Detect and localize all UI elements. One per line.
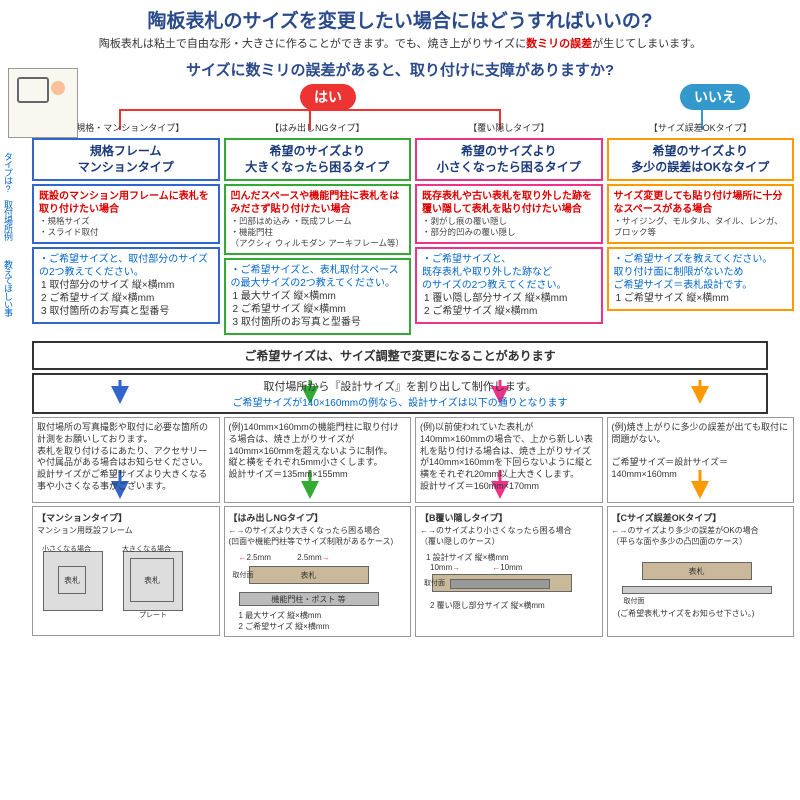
ask-items-4: 1 ご希望サイズ 縦×横mm bbox=[614, 292, 788, 305]
yes-no-row: はい いいえ bbox=[0, 84, 800, 120]
loc-items-2: ・凹部はめ込み ・既成フレーム ・機能門柱 （アクシィ ウィルモダン アーキフレ… bbox=[231, 216, 405, 249]
side-label-3: 教えてほしい事 bbox=[2, 260, 15, 316]
desc-1: 取付場所の写真撮影や取付に必要な箇所の計測をお願いしております。 表札を取り付け… bbox=[32, 417, 220, 503]
subtitle-a: 陶板表札は粘土で自由な形・大きさに作ることができます。でも、焼き上がりサイズに bbox=[99, 38, 526, 50]
ask-2: ・ご希望サイズと、表札取付スペースの最大サイズの2つ教えてください。1 最大サイ… bbox=[224, 258, 412, 335]
diag-sub-4: ←→のサイズより多少の誤差がOKの場合 （平らな面や多少の凸凹面のケース） bbox=[612, 524, 790, 548]
ask-title-4: ・ご希望サイズを教えてください。 取り付け面に制限がないため ご希望サイズ＝表札… bbox=[614, 253, 788, 292]
loc-4: サイズ変更しても貼り付け場所に十分なスペースがある場合・サイジング、モルタル、タ… bbox=[607, 184, 795, 244]
diag-4: 【Cサイズ誤差OKタイプ】 ←→のサイズより多少の誤差がOKの場合 （平らな面や… bbox=[607, 506, 795, 637]
loc-title-4: サイズ変更しても貼り付け場所に十分なスペースがある場合 bbox=[614, 190, 788, 216]
loc-items-1: ・規格サイズ ・スライド取付 bbox=[39, 216, 213, 238]
dcol-1: 取付場所の写真撮影や取付に必要な箇所の計測をお願いしております。 表札を取り付け… bbox=[32, 417, 220, 637]
ask-title-2: ・ご希望サイズと、表札取付スペースの最大サイズの2つ教えてください。 bbox=[231, 264, 405, 290]
type-name-1: 規格フレーム マンションタイプ bbox=[32, 138, 220, 181]
diag-title-4: 【Cサイズ誤差OKタイプ】 bbox=[612, 511, 790, 524]
subtitle: 陶板表札は粘土で自由な形・大きさに作ることができます。でも、焼き上がりサイズに数… bbox=[0, 35, 800, 57]
desc-columns: 取付場所の写真撮影や取付に必要な箇所の計測をお願いしております。 表札を取り付け… bbox=[0, 417, 800, 637]
ask-1: ・ご希望サイズと、取付部分のサイズの2つ教えてください。1 取付部分のサイズ 縦… bbox=[32, 247, 220, 324]
type-name-2: 希望のサイズより 大きくなったら困るタイプ bbox=[224, 138, 412, 181]
mid-bar-2: 取付場所から『設計サイズ』を割り出して制作します。 ご希望サイズが140×160… bbox=[32, 373, 768, 414]
col-1: 【規格・マンションタイプ】 規格フレーム マンションタイプ 既設のマンション用フ… bbox=[32, 120, 220, 335]
loc-title-2: 凹んだスペースや機能門柱に表札をはみださず貼り付けたい場合 bbox=[231, 190, 405, 216]
loc-title-1: 既設のマンション用フレームに表札を取り付けたい場合 bbox=[39, 190, 213, 216]
col-2: 【はみ出しNGタイプ】 希望のサイズより 大きくなったら困るタイプ 凹んだスペー… bbox=[224, 120, 412, 335]
diag-3: 【B覆い隠しタイプ】 ←→のサイズより小さくなったら困る場合 （覆い隠しのケース… bbox=[415, 506, 603, 637]
diag-title-2: 【はみ出しNGタイプ】 bbox=[229, 511, 407, 524]
type-name-3: 希望のサイズより 小さくなったら困るタイプ bbox=[415, 138, 603, 181]
loc-items-4: ・サイジング、モルタル、タイル、レンガ、ブロック等 bbox=[614, 216, 788, 238]
main-title: 陶板表札のサイズを変更したい場合にはどうすればいいの? bbox=[0, 0, 800, 35]
dcol-3: (例)以前使われていた表札が140mm×160mmの場合で、上から新しい表札を貼… bbox=[415, 417, 603, 637]
yes-pill: はい bbox=[300, 84, 356, 110]
diag-sub-2: ←→のサイズより大きくなったら困る場合 (凹面や機能門柱等でサイズ制限があるケー… bbox=[229, 524, 407, 548]
loc-items-3: ・剥がし痕の覆い隠し ・部分的凹みの覆い隠し bbox=[422, 216, 596, 238]
no-pill: いいえ bbox=[680, 84, 750, 110]
ask-3: ・ご希望サイズと、 既存表札や取り外した跡など のサイズの2つ教えてください。1… bbox=[415, 247, 603, 324]
diag-2: 【はみ出しNGタイプ】 ←→のサイズより大きくなったら困る場合 (凹面や機能門柱… bbox=[224, 506, 412, 637]
ask-title-3: ・ご希望サイズと、 既存表札や取り外した跡など のサイズの2つ教えてください。 bbox=[422, 253, 596, 292]
loc-title-3: 既存表札や古い表札を取り外した跡を覆い隠して表札を貼り付けたい場合 bbox=[422, 190, 596, 216]
mid-bar-1: ご希望サイズは、サイズ調整で変更になることがあります bbox=[32, 341, 768, 370]
diag-sub-1: マンション用既設フレーム bbox=[37, 524, 215, 537]
diag-title-1: 【マンションタイプ】 bbox=[37, 511, 215, 524]
col-4: 【サイズ誤差OKタイプ】 希望のサイズより 多少の誤差はOKなタイプ サイズ変更… bbox=[607, 120, 795, 335]
question: サイズに数ミリの誤差があると、取り付けに支障がありますか? bbox=[0, 57, 800, 84]
tag-4: 【サイズ誤差OKタイプ】 bbox=[607, 120, 795, 135]
type-name-4: 希望のサイズより 多少の誤差はOKなタイプ bbox=[607, 138, 795, 181]
frame-diag-4: 表札 取付面 (ご希望表札サイズをお知らせ下さい。) bbox=[612, 552, 790, 632]
mid2b: ご希望サイズが140×160mmの例なら、設計サイズは以下の通りとなります bbox=[37, 394, 763, 409]
diag-sub-3: ←→のサイズより小さくなったら困る場合 （覆い隠しのケース） bbox=[420, 524, 598, 548]
type-columns: 【規格・マンションタイプ】 規格フレーム マンションタイプ 既設のマンション用フ… bbox=[0, 120, 800, 335]
side-label-2: 取付場所例 bbox=[2, 200, 15, 240]
tag-3: 【覆い隠しタイプ】 bbox=[415, 120, 603, 135]
diag-title-3: 【B覆い隠しタイプ】 bbox=[420, 511, 598, 524]
tag-2: 【はみ出しNGタイプ】 bbox=[224, 120, 412, 135]
frame-diag-3: 1 設計サイズ 縦×横mm 10mm→ ←10mm 表札 取付面 2 覆い隠し部… bbox=[420, 552, 598, 632]
mid2a: 取付場所から『設計サイズ』を割り出して制作します。 bbox=[37, 378, 763, 394]
ask-items-2: 1 最大サイズ 縦×横mm 2 ご希望サイズ 縦×横mm 3 取付箇所のお写真と… bbox=[231, 290, 405, 329]
desc-3: (例)以前使われていた表札が140mm×160mmの場合で、上から新しい表札を貼… bbox=[415, 417, 603, 503]
dcol-4: (例)焼き上がりに多少の誤差が出ても取付に問題がない。 ご希望サイズ＝設計サイズ… bbox=[607, 417, 795, 637]
col-3: 【覆い隠しタイプ】 希望のサイズより 小さくなったら困るタイプ 既存表札や古い表… bbox=[415, 120, 603, 335]
ask-items-3: 1 覆い隠し部分サイズ 縦×横mm 2 ご希望サイズ 縦×横mm bbox=[422, 292, 596, 318]
loc-1: 既設のマンション用フレームに表札を取り付けたい場合・規格サイズ ・スライド取付 bbox=[32, 184, 220, 244]
dcol-2: (例)140mm×160mmの機能門柱に取り付ける場合は、焼き上がりサイズが14… bbox=[224, 417, 412, 637]
desc-4: (例)焼き上がりに多少の誤差が出ても取付に問題がない。 ご希望サイズ＝設計サイズ… bbox=[607, 417, 795, 503]
ask-title-1: ・ご希望サイズと、取付部分のサイズの2つ教えてください。 bbox=[39, 253, 213, 279]
subtitle-b: が生じてしまいます。 bbox=[592, 38, 701, 50]
desc-2: (例)140mm×160mmの機能門柱に取り付ける場合は、焼き上がりサイズが14… bbox=[224, 417, 412, 503]
frame-diag-2: ←2.5mm 2.5mm→ 表札 取付面 機能門柱・ポスト 等 1 最大サイズ … bbox=[229, 552, 407, 632]
subtitle-red: 数ミリの誤差 bbox=[526, 38, 592, 50]
frame-diag-1: 小さくなる場合 表札 大きくなる場合 表札 プレート bbox=[37, 541, 215, 621]
loc-3: 既存表札や古い表札を取り外した跡を覆い隠して表札を貼り付けたい場合・剥がし痕の覆… bbox=[415, 184, 603, 244]
loc-2: 凹んだスペースや機能門柱に表札をはみださず貼り付けたい場合・凹部はめ込み ・既成… bbox=[224, 184, 412, 255]
ask-4: ・ご希望サイズを教えてください。 取り付け面に制限がないため ご希望サイズ＝表札… bbox=[607, 247, 795, 311]
ask-items-1: 1 取付部分のサイズ 縦×横mm 2 ご希望サイズ 縦×横mm 3 取付箇所のお… bbox=[39, 279, 213, 318]
diag-1: 【マンションタイプ】 マンション用既設フレーム 小さくなる場合 表札 大きくなる… bbox=[32, 506, 220, 636]
side-label-1: タイプは? bbox=[2, 152, 15, 193]
